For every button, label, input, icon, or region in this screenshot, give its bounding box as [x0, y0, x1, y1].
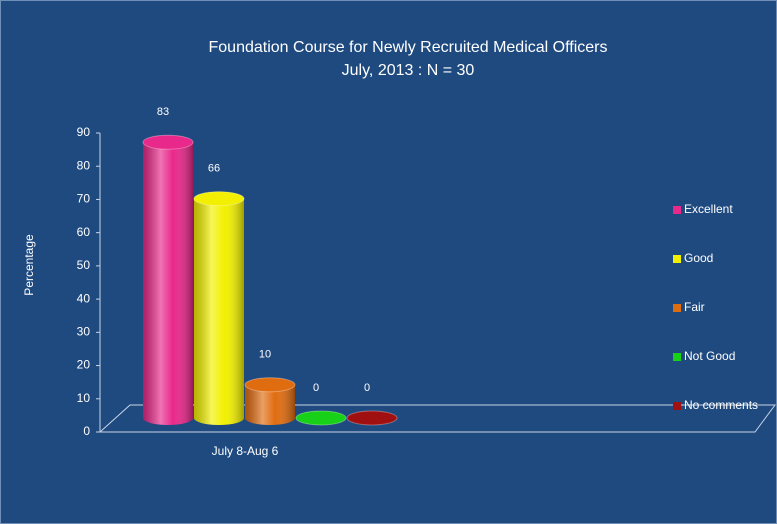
legend-label: Good [684, 251, 713, 265]
data-label: 0 [313, 382, 319, 394]
bar-top [295, 410, 347, 426]
y-tick-label: 20 [77, 358, 91, 372]
bar-top [193, 191, 245, 207]
chart-subtitle: July, 2013 : N = 30 [342, 62, 475, 79]
y-tick-label: 30 [77, 325, 91, 339]
y-tick-label: 40 [77, 291, 91, 305]
y-tick-label: 0 [83, 424, 90, 438]
legend-swatch [673, 304, 681, 312]
legend-label: No comments [684, 398, 758, 412]
data-label: 66 [208, 163, 220, 175]
y-axis-label: Percentage [22, 234, 36, 296]
data-label: 83 [157, 106, 169, 118]
data-label: 10 [259, 349, 271, 361]
floor [98, 404, 776, 433]
bar-top [244, 377, 296, 393]
y-tick-label: 10 [77, 391, 91, 405]
bar-shading [143, 135, 193, 426]
legend-label: Excellent [684, 202, 733, 216]
y-tick-label: 90 [77, 125, 91, 139]
legend-swatch [673, 353, 681, 361]
y-tick-label: 50 [77, 258, 91, 272]
legend-swatch [673, 402, 681, 410]
x-tick-label: July 8-Aug 6 [212, 444, 279, 458]
legend-label: Not Good [684, 349, 735, 363]
bar-top [346, 410, 398, 426]
y-tick-label: 80 [77, 158, 91, 172]
data-label: 0 [364, 382, 370, 394]
bar-shading [194, 191, 244, 425]
legend-swatch [673, 255, 681, 263]
legend-label: Fair [684, 300, 705, 314]
chart-title: Foundation Course for Newly Recruited Me… [209, 39, 608, 56]
y-tick-label: 70 [77, 192, 91, 206]
legend-swatch [673, 206, 681, 214]
y-tick-label: 60 [77, 225, 91, 239]
bar-top [142, 134, 194, 150]
